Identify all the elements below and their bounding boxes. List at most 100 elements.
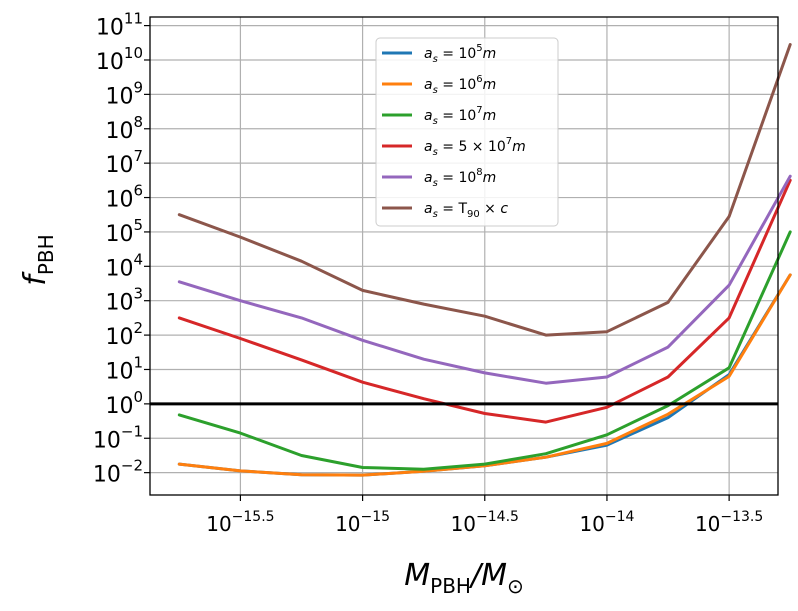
series-line-6 [177,43,792,337]
y-tick-label: 106 [105,182,143,213]
legend-label-symbol: a [424,139,433,155]
legend-label-subscript: s [433,116,438,127]
legend-label-subscript: s [433,147,438,158]
y-tick-label-exponent: 11 [124,10,143,28]
legend-label-middle: = 10 [438,77,476,93]
x-tick-label-base: 10 [579,512,604,536]
y-tick-label: 109 [105,78,143,109]
series-line-4 [177,178,792,424]
legend-label-suffix: m [483,170,497,186]
legend-label-symbol: a [424,201,433,217]
y-tick-label: 1010 [96,44,143,75]
y-tick-label: 105 [105,216,143,247]
legend-label-symbol: a [424,170,433,186]
y-axis-ticks: 10−210−110010110210310410510610710810910… [93,10,150,488]
x-axis-label-sub2: ⊙ [507,574,524,598]
y-tick-label-base: 10 [105,359,133,384]
y-tick-label-base: 10 [93,428,121,453]
y-tick-label-base: 10 [105,119,133,144]
legend-label-5: as = 108m [424,167,496,189]
y-tick-label-base: 10 [96,16,124,41]
y-tick-label: 100 [105,388,143,419]
x-tick-label: 10−15 [335,509,390,536]
y-tick-label-exponent: 8 [133,113,143,131]
x-tick-label-exponent: −14 [605,509,635,525]
y-tick-label-exponent: 7 [133,147,143,165]
x-tick-label-exponent: −15.5 [232,509,275,525]
y-tick-label-base: 10 [105,325,133,350]
y-tick-label: 107 [105,147,143,178]
y-tick-label-base: 10 [105,256,133,281]
x-tick-label-exponent: −13.5 [720,509,763,525]
legend-label-symbol: a [424,77,433,93]
y-tick-label-exponent: 6 [133,182,143,200]
legend-label-subscript: s [433,85,438,96]
legend-label-superscript: 6 [476,74,482,85]
legend-label-6: as = T90 × c [424,201,508,220]
legend-label-3: as = 107m [424,105,496,127]
y-tick-label: 102 [105,319,143,350]
legend-label-subscript: s [433,178,438,189]
y-tick-label-base: 10 [105,291,133,316]
legend-label-symbol: a [424,46,433,62]
x-tick-label-exponent: −15 [361,509,391,525]
x-tick-label-base: 10 [335,512,360,536]
legend-label-middle: = 10 [438,46,476,62]
series-line-5 [177,174,792,385]
y-tick-label-exponent: −2 [121,457,143,475]
series-line-3 [177,230,792,471]
x-tick-label: 10−15.5 [206,509,274,536]
y-tick-label-exponent: 9 [133,78,143,96]
y-tick-label-exponent: 5 [133,216,143,234]
x-axis-label: MPBH/M⊙ [404,558,523,598]
y-tick-label-base: 10 [105,153,133,178]
legend-label-suffix: m [483,108,497,124]
y-tick-label: 1011 [96,10,143,41]
legend-label-subscript: s [433,54,438,65]
legend-label-superscript: 7 [476,105,482,116]
y-tick-label-base: 10 [105,188,133,213]
y-tick-label-exponent: 4 [133,250,143,268]
y-tick-label: 103 [105,285,143,316]
x-tick-label-base: 10 [206,512,231,536]
legend-label-subscript: s [433,209,438,220]
y-tick-label-exponent: 10 [124,44,143,62]
plot-area-frame [149,16,779,496]
y-tick-label-exponent: 3 [133,285,143,303]
y-tick-label-base: 10 [105,84,133,109]
x-tick-label: 10−14.5 [451,509,519,536]
y-tick-label: 108 [105,113,143,144]
y-tick-label-exponent: 1 [133,353,143,371]
y-tick-label-exponent: 2 [133,319,143,337]
legend-label-1: as = 105m [424,43,496,65]
legend-label-symbol: a [424,108,433,124]
series-line-2 [177,273,792,477]
legend-label-subscript-2: 90 [467,209,480,220]
legend-label-superscript: 8 [476,167,482,178]
legend-label-superscript: 7 [506,136,512,147]
x-tick-label: 10−13.5 [695,509,763,536]
legend-label-suffix: m [512,139,526,155]
x-tick-label-base: 10 [451,512,476,536]
y-tick-label: 104 [105,250,143,281]
legend-label-2: as = 106m [424,74,496,96]
legend-label-suffix: m [483,46,497,62]
x-axis-ticks: 10−15.5 10−15 10−14.5 10−14 10−13.5 [206,495,763,536]
legend-label-superscript: 5 [476,43,482,54]
x-axis-label-sub: PBH [430,574,471,598]
x-tick-label-base: 10 [695,512,720,536]
legend-label-middle: = 5 × 10 [438,139,506,155]
x-axis-label-main: M [404,558,430,593]
x-axis-label-slash: /M [468,558,507,593]
y-tick-label-base: 10 [105,222,133,247]
y-tick-label-base: 10 [96,50,124,75]
y-tick-label: 101 [105,353,143,384]
y-tick-label-base: 10 [105,394,133,419]
legend-label-suffix: m [483,77,497,93]
legend-label-4: as = 5 × 107m [424,136,526,158]
legend-label-suffix: × c [480,201,509,217]
legend-label-middle: = 10 [438,108,476,124]
legend-box [375,37,559,227]
